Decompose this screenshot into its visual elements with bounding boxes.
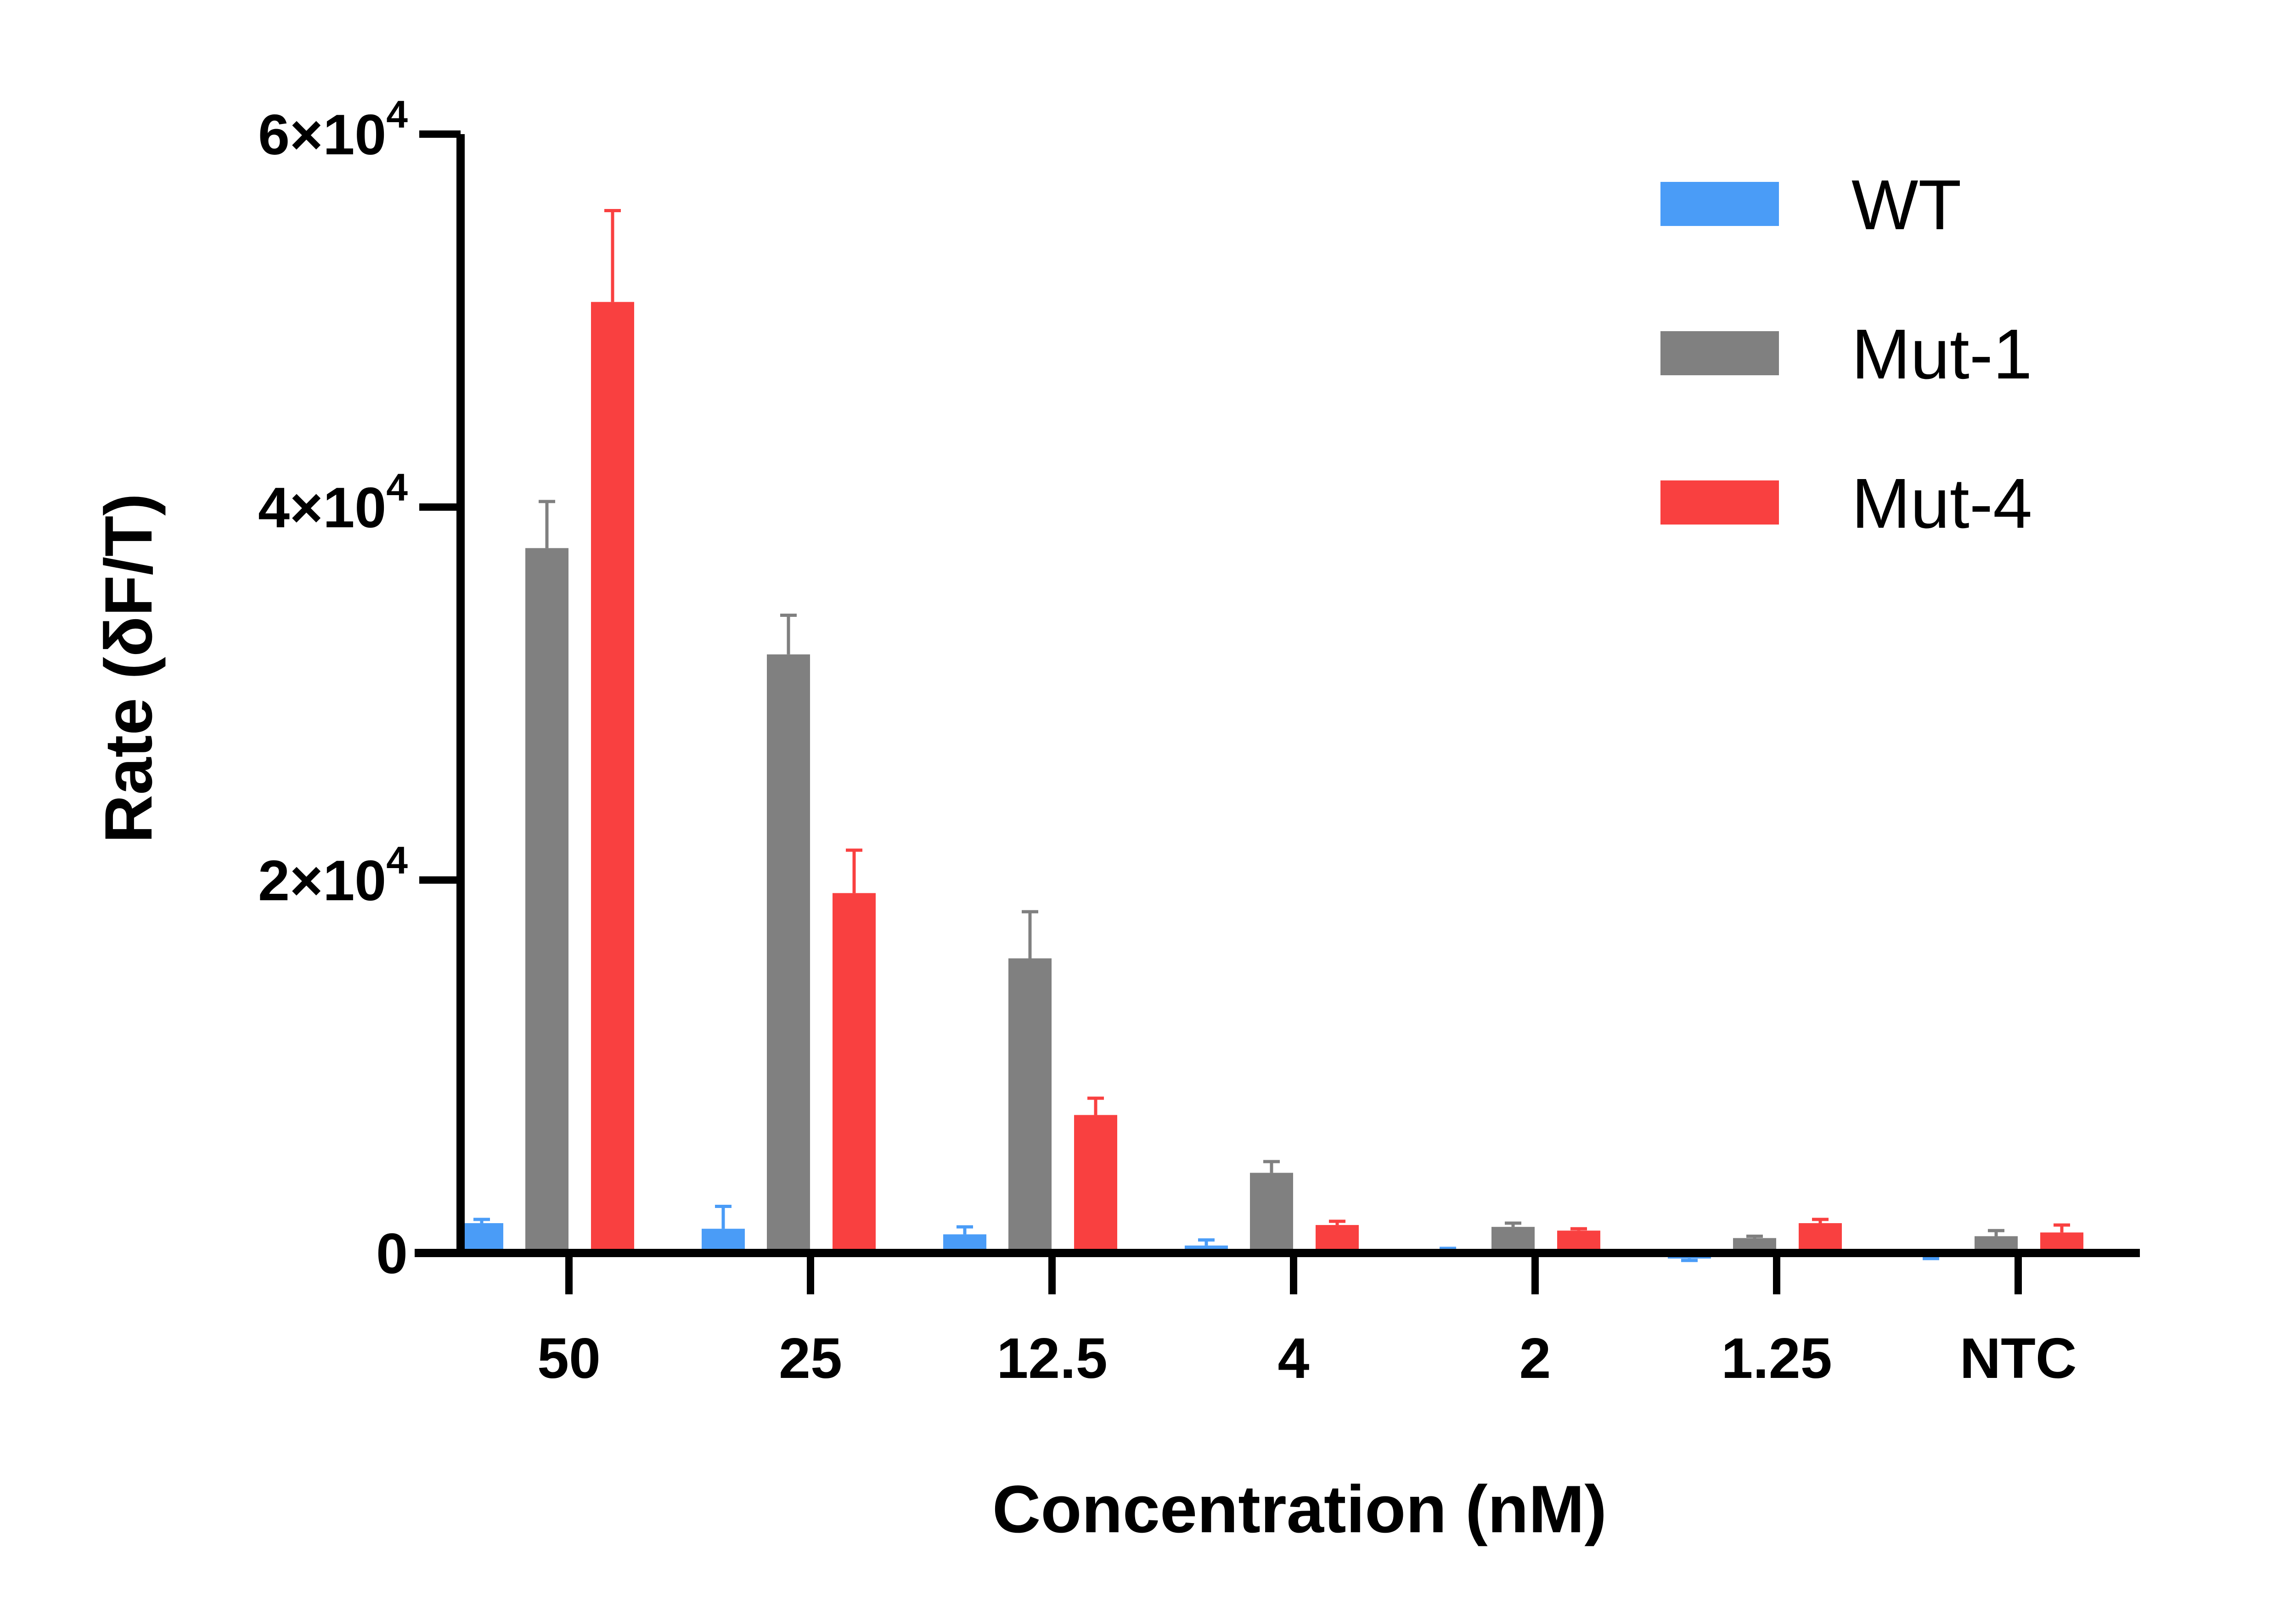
y-axis-title: Rate (δF/T) <box>91 493 166 843</box>
bar-mut-1-2 <box>1008 958 1052 1253</box>
legend-label-wt: WT <box>1851 165 1961 244</box>
bar-mut-4-1 <box>833 893 876 1253</box>
bar-mut-4-3 <box>1316 1225 1359 1253</box>
bar-wt-0 <box>460 1223 503 1253</box>
y-tick-label-2: 4×104 <box>258 466 408 540</box>
bar-mut-4-0 <box>591 302 634 1253</box>
bar-mut-4-5 <box>1799 1223 1842 1253</box>
y-tick-label-0: 0 <box>376 1222 408 1286</box>
x-tick-label-0: 50 <box>537 1327 601 1390</box>
x-tick-label-5: 1.25 <box>1721 1327 1832 1390</box>
x-axis-title: Concentration (nM) <box>992 1472 1607 1546</box>
legend-label-mut-1: Mut-1 <box>1851 315 2032 394</box>
legend-swatch-mut-1 <box>1660 331 1779 375</box>
legend-label-mut-4: Mut-4 <box>1851 464 2032 543</box>
ticks-layer: 0 2×104 4×104 6×104 50 25 12.5 4 2 1.25 NTC <box>258 93 2077 1390</box>
axes-layer <box>415 134 2140 1257</box>
legend-swatch-mut-4 <box>1660 480 1779 525</box>
x-tick-label-2: 12.5 <box>996 1327 1107 1390</box>
x-tick-label-3: 4 <box>1278 1327 1310 1390</box>
y-tick-label-3: 6×104 <box>258 93 408 167</box>
x-tick-label-6: NTC <box>1960 1327 2077 1390</box>
bar-mut-4-2 <box>1074 1115 1117 1253</box>
y-tick-label-1: 2×104 <box>258 839 408 913</box>
x-tick-label-4: 2 <box>1519 1327 1551 1390</box>
bar-mut-1-3 <box>1250 1173 1293 1253</box>
x-tick-label-1: 25 <box>779 1327 842 1390</box>
legend-swatch-wt <box>1660 182 1779 226</box>
bar-mut-1-1 <box>767 654 810 1253</box>
bars-layer <box>460 209 2083 1262</box>
bar-mut-1-4 <box>1491 1227 1535 1253</box>
bar-mut-1-0 <box>525 548 568 1253</box>
legend: WT Mut-1 Mut-4 <box>1660 165 2032 543</box>
